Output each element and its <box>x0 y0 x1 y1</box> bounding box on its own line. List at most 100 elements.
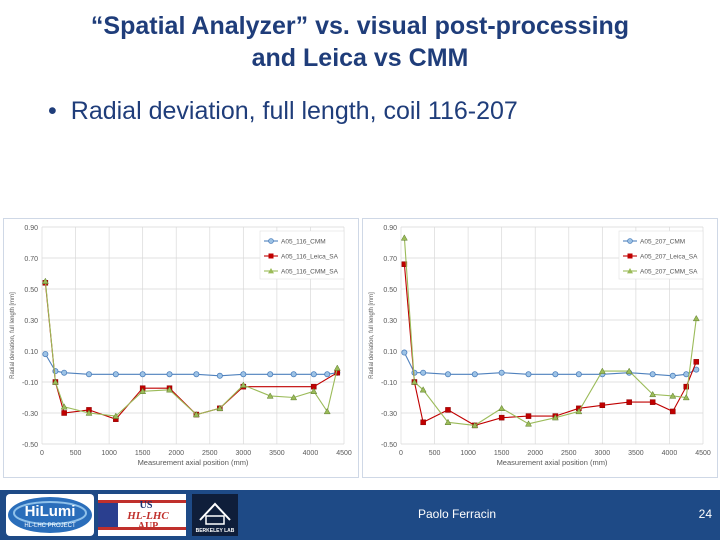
data-point <box>60 403 68 410</box>
y-tick-label: 0.50 <box>24 287 38 294</box>
page-number: 24 <box>698 507 712 521</box>
data-point <box>692 314 700 322</box>
data-point <box>682 393 690 401</box>
data-point <box>85 371 92 378</box>
legend-label: A05_207_Leica_SA <box>640 254 698 261</box>
data-point <box>693 366 700 373</box>
x-tick-label: 500 <box>429 450 441 457</box>
data-point <box>290 393 298 401</box>
y-tick-label: -0.10 <box>381 380 397 387</box>
bullet-text: Radial deviation, full length, coil 116-… <box>70 97 518 125</box>
y-tick-label: 0.90 <box>383 225 397 232</box>
data-point <box>625 367 633 374</box>
data-point <box>240 371 247 378</box>
data-point <box>139 387 147 394</box>
hilumi-logo-mark: HiLumi HL-LHC PROJECT <box>8 497 92 533</box>
data-point <box>216 372 223 379</box>
presenter-name: Paolo Ferracin <box>418 507 497 521</box>
x-tick-label: 1000 <box>460 450 476 457</box>
data-point <box>323 407 331 415</box>
bullet-dot-icon: • <box>48 97 57 125</box>
data-point <box>401 261 408 267</box>
data-point <box>420 419 426 426</box>
data-point <box>683 383 689 390</box>
data-point <box>166 386 173 393</box>
y-tick-label: -0.10 <box>22 380 38 387</box>
data-point <box>166 371 173 378</box>
y-tick-label: 0.10 <box>24 349 38 356</box>
legend-label: A05_116_Leica_SA <box>281 254 339 261</box>
berkeley-lab-logo-mark: BERKELEY LAB <box>196 502 235 534</box>
data-point <box>239 381 247 388</box>
data-point <box>192 411 200 418</box>
y-tick-label: -0.50 <box>381 442 397 449</box>
data-point <box>551 414 559 421</box>
slide-title: “Spatial Analyzer” vs. visual post-proce… <box>20 10 700 74</box>
chart-left-svg: 0.90 0.70 0.50 0.30 0.10 -0.10 -0.30 -0.500 500 1… <box>10 225 352 467</box>
x-axis-label: Measurement axial position (mm) <box>497 458 608 467</box>
x-tick-label: 4500 <box>336 450 352 457</box>
data-point <box>445 407 451 413</box>
us-logo-line2: HL-LHC <box>126 510 169 522</box>
y-tick-label: 0.90 <box>24 225 38 232</box>
data-point <box>324 371 331 378</box>
legend-marker <box>627 253 633 259</box>
data-point <box>420 369 427 376</box>
bullet-item: • Radial deviation, full length, coil 116… <box>48 97 518 126</box>
data-point <box>400 234 408 241</box>
data-point <box>670 408 676 415</box>
data-point <box>266 392 274 399</box>
data-point <box>216 404 224 411</box>
x-tick-label: 0 <box>399 450 403 457</box>
legend-marker <box>268 268 274 274</box>
data-point <box>290 371 297 378</box>
y-tick-label: 0.70 <box>383 256 397 263</box>
data-point <box>85 409 93 416</box>
x-tick-label: 3500 <box>269 450 285 457</box>
data-point <box>525 420 532 427</box>
x-tick-label: 3000 <box>236 450 252 457</box>
chart-left: 0.90 0.70 0.50 0.30 0.10 -0.10 -0.30 -0.50 0 500 1… <box>3 218 359 478</box>
chart-right: 0.90 0.70 0.50 0.30 0.10 -0.10 -0.30 -0.50 0 500 1… <box>362 218 718 478</box>
hilumi-logo: HiLumi HL-LHC PROJECT <box>6 494 94 536</box>
x-tick-label: 0 <box>40 450 44 457</box>
x-tick-label: 3500 <box>628 450 644 457</box>
y-tick-label: -0.30 <box>22 411 38 418</box>
data-point <box>649 390 657 398</box>
data-point <box>410 378 418 385</box>
title-line-2: and Leica vs CMM <box>251 44 469 72</box>
x-tick-label: 4000 <box>303 450 319 457</box>
us-hl-lhc-aup-logo: US HL-LHC AUP <box>98 494 186 536</box>
title-line-1: “Spatial Analyzer” vs. visual post-proce… <box>90 12 630 40</box>
x-tick-label: 500 <box>70 450 82 457</box>
y-axis-label: Radial deviation, full length [mm] <box>369 292 375 379</box>
y-tick-label: 0.30 <box>383 318 397 325</box>
data-point <box>693 359 700 365</box>
data-point <box>649 399 656 405</box>
data-point <box>552 371 559 378</box>
y-tick-label: -0.50 <box>22 442 38 449</box>
data-point <box>599 402 606 408</box>
data-point <box>575 371 582 378</box>
data-point <box>525 413 532 419</box>
data-point <box>575 407 583 415</box>
x-tick-label: 4500 <box>695 450 711 457</box>
data-point <box>193 371 200 378</box>
hilumi-logo-subtext: HL-LHC PROJECT <box>24 523 76 529</box>
y-tick-label: 0.50 <box>383 287 397 294</box>
data-point <box>42 351 49 358</box>
x-tick-label: 4000 <box>662 450 678 457</box>
x-tick-label: 2500 <box>202 450 218 457</box>
data-point <box>525 371 532 378</box>
y-tick-label: 0.70 <box>24 256 38 263</box>
legend-label: A05_116_CMM_SA <box>281 269 339 276</box>
us-logo-mark: US HL-LHC AUP <box>98 494 186 536</box>
x-tick-label: 2000 <box>168 450 184 457</box>
legend-label: A05_207_CMM_SA <box>640 269 698 276</box>
data-point <box>61 369 68 376</box>
data-point <box>310 387 318 394</box>
x-tick-label: 2500 <box>561 450 577 457</box>
data-point <box>41 277 49 284</box>
data-point <box>61 410 67 416</box>
x-axis-label: Measurement axial position (mm) <box>138 458 249 467</box>
